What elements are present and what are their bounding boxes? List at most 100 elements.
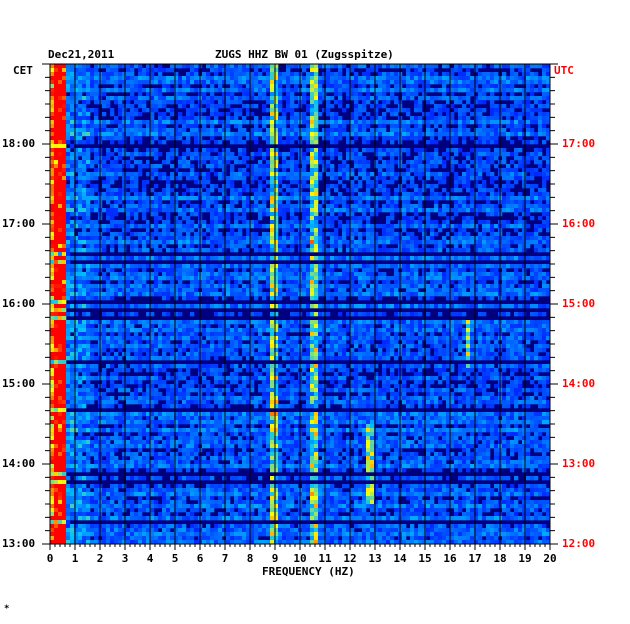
- heatmap-cell: [218, 256, 223, 261]
- heatmap-cell: [294, 124, 299, 129]
- heatmap-cell: [338, 180, 343, 185]
- heatmap-cell: [210, 92, 215, 97]
- heatmap-cell: [390, 224, 395, 229]
- heatmap-cell: [202, 96, 207, 101]
- heatmap-cell: [446, 232, 451, 237]
- heatmap-cell: [114, 100, 119, 105]
- heatmap-cell: [102, 124, 107, 129]
- heatmap-cell: [214, 160, 219, 165]
- heatmap-cell: [506, 112, 511, 117]
- heatmap-cell: [350, 140, 355, 145]
- heatmap-cell: [214, 224, 219, 229]
- heatmap-cell: [394, 76, 399, 81]
- heatmap-cell: [350, 276, 355, 281]
- heatmap-cell: [258, 120, 263, 125]
- heatmap-cell: [414, 76, 419, 81]
- heatmap-cell: [378, 152, 383, 157]
- heatmap-cell: [394, 112, 399, 117]
- heatmap-cell: [162, 96, 167, 101]
- heatmap-cell: [202, 192, 207, 197]
- heatmap-cell: [274, 64, 279, 69]
- heatmap-cell: [238, 84, 243, 89]
- heatmap-cell: [354, 152, 359, 157]
- heatmap-cell: [378, 84, 383, 89]
- heatmap-cell: [506, 76, 511, 81]
- heatmap-cell: [474, 196, 479, 201]
- heatmap-cell: [406, 108, 411, 113]
- heatmap-cell: [146, 64, 151, 69]
- heatmap-cell: [50, 104, 55, 109]
- heatmap-cell: [510, 256, 515, 261]
- heatmap-cell: [546, 204, 551, 209]
- heatmap-cell: [322, 216, 327, 221]
- heatmap-cell: [270, 104, 275, 109]
- heatmap-cell: [302, 168, 307, 173]
- heatmap-cell: [354, 80, 359, 85]
- heatmap-cell: [138, 128, 143, 133]
- heatmap-cell: [518, 216, 523, 221]
- heatmap-cell: [502, 160, 507, 165]
- heatmap-cell: [302, 64, 307, 69]
- heatmap-cell: [454, 132, 459, 137]
- heatmap-cell: [290, 240, 295, 245]
- heatmap-cell: [334, 80, 339, 85]
- heatmap-cell: [182, 204, 187, 209]
- heatmap-cell: [250, 92, 255, 97]
- heatmap-cell: [270, 136, 275, 141]
- heatmap-cell: [50, 92, 55, 97]
- heatmap-cell: [210, 212, 215, 217]
- heatmap-cell: [66, 112, 71, 117]
- heatmap-cell: [262, 248, 267, 253]
- heatmap-cell: [302, 88, 307, 93]
- heatmap-cell: [62, 164, 67, 169]
- heatmap-cell: [454, 200, 459, 205]
- heatmap-cell: [462, 80, 467, 85]
- heatmap-cell: [546, 112, 551, 117]
- heatmap-cell: [538, 128, 543, 133]
- heatmap-cell: [282, 256, 287, 261]
- heatmap-cell: [450, 224, 455, 229]
- heatmap-cell: [86, 256, 91, 261]
- heatmap-cell: [246, 228, 251, 233]
- heatmap-cell: [222, 268, 227, 273]
- heatmap-cell: [330, 232, 335, 237]
- heatmap-cell: [58, 184, 63, 189]
- heatmap-cell: [382, 100, 387, 105]
- heatmap-cell: [182, 128, 187, 133]
- heatmap-cell: [434, 196, 439, 201]
- heatmap-cell: [302, 220, 307, 225]
- heatmap-cell: [510, 276, 515, 281]
- heatmap-cell: [166, 188, 171, 193]
- heatmap-cell: [110, 164, 115, 169]
- heatmap-cell: [274, 164, 279, 169]
- heatmap-cell: [114, 76, 119, 81]
- heatmap-cell: [126, 160, 131, 165]
- heatmap-cell: [86, 148, 91, 153]
- heatmap-cell: [270, 164, 275, 169]
- heatmap-cell: [486, 188, 491, 193]
- heatmap-cell: [330, 112, 335, 117]
- heatmap-cell: [86, 100, 91, 105]
- heatmap-cell: [58, 224, 63, 229]
- heatmap-cell: [242, 92, 247, 97]
- heatmap-cell: [414, 240, 419, 245]
- heatmap-cell: [270, 204, 275, 209]
- heatmap-cell: [66, 84, 71, 89]
- heatmap-cell: [218, 196, 223, 201]
- heatmap-cell: [542, 276, 547, 281]
- heatmap-cell: [374, 64, 379, 69]
- heatmap-cell: [458, 276, 463, 281]
- heatmap-cell: [482, 232, 487, 237]
- heatmap-cell: [86, 196, 91, 201]
- heatmap-cell: [158, 132, 163, 137]
- heatmap-cell: [186, 200, 191, 205]
- heatmap-cell: [402, 80, 407, 85]
- heatmap-cell: [386, 88, 391, 93]
- heatmap-cell: [278, 272, 283, 277]
- heatmap-cell: [102, 136, 107, 141]
- heatmap-cell: [74, 72, 79, 77]
- heatmap-cell: [130, 256, 135, 261]
- heatmap-cell: [258, 80, 263, 85]
- heatmap-cell: [66, 68, 71, 73]
- heatmap-cell: [54, 176, 59, 181]
